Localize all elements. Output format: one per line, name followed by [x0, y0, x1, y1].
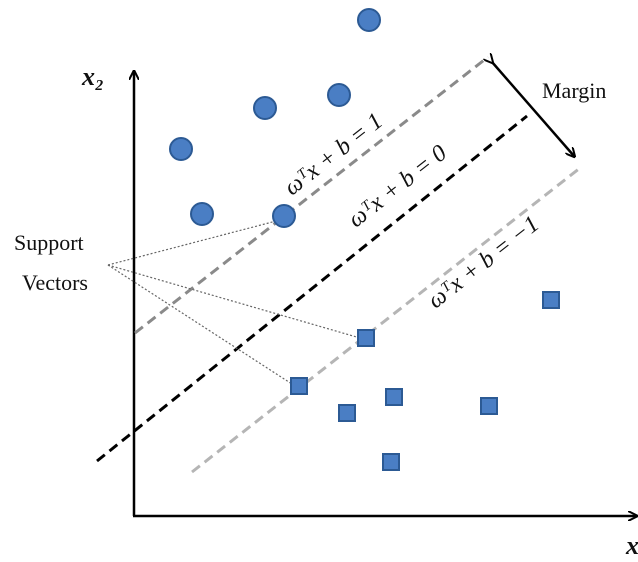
y-axis-label: x₂ [81, 62, 104, 91]
hyperplane-label: ωᵀx + b = 1 [279, 108, 387, 201]
x-axis-label: x₁ [625, 531, 638, 560]
support-pointers [107, 219, 361, 387]
class-circles [169, 8, 381, 228]
margin-label: Margin [542, 78, 606, 103]
support-label: Vectors [22, 270, 88, 295]
margin-arrow [492, 62, 574, 156]
support-label: Support [14, 230, 84, 255]
hyperplane-label: ωᵀx + b = −1 [423, 211, 544, 314]
class-squares [290, 291, 560, 471]
hyperplane-negative [191, 166, 581, 474]
hyperplane-positive [134, 55, 489, 335]
hyperplane-decision [96, 114, 528, 463]
